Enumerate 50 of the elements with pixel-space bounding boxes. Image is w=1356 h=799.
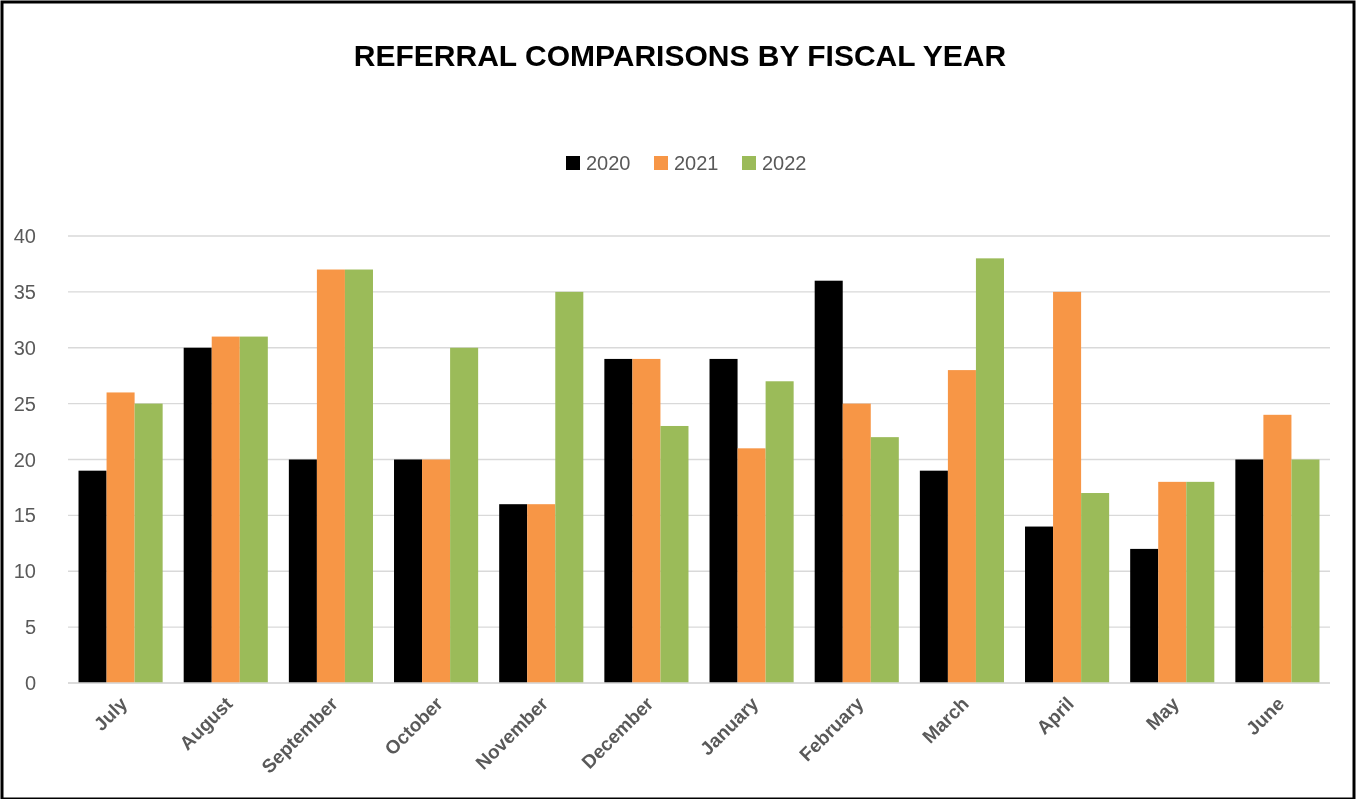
bar (527, 504, 556, 683)
bar (106, 392, 135, 683)
bar (1186, 481, 1215, 683)
bar (870, 437, 899, 683)
bar (814, 280, 843, 683)
bar (737, 448, 766, 683)
bar (1158, 481, 1187, 683)
bar (1235, 459, 1264, 683)
bar (211, 336, 240, 683)
y-tick-label: 5 (24, 616, 36, 639)
y-tick-label: 25 (13, 392, 36, 415)
bar (555, 291, 584, 683)
bar (632, 358, 661, 683)
bar (450, 347, 479, 683)
bar (394, 459, 423, 683)
bar (422, 459, 451, 683)
legend-label: 2020 (586, 152, 631, 174)
bar (183, 347, 212, 683)
bar (709, 358, 738, 683)
x-tick-label: May (1142, 692, 1184, 734)
bar (975, 258, 1004, 683)
bar (660, 425, 689, 683)
y-tick-label: 35 (13, 280, 36, 303)
legend-label: 2022 (762, 152, 807, 174)
bar (765, 381, 794, 683)
bar (604, 358, 633, 683)
bar (1081, 493, 1110, 683)
y-tick-label: 10 (13, 560, 36, 583)
bar (78, 470, 107, 683)
bar (499, 504, 528, 683)
bar (1130, 548, 1159, 683)
bar (919, 470, 948, 683)
bar (842, 403, 871, 683)
bar (1025, 526, 1054, 683)
bar (947, 370, 976, 683)
y-tick-label: 15 (13, 504, 36, 527)
bar (134, 403, 163, 683)
bar (344, 269, 373, 683)
y-tick-label: 20 (13, 448, 36, 471)
bar (288, 459, 317, 683)
bar (1291, 459, 1320, 683)
bar (316, 269, 345, 683)
bar (239, 336, 268, 683)
legend-label: 2021 (674, 152, 719, 174)
y-tick-label: 30 (13, 336, 36, 359)
y-tick-label: 40 (13, 225, 36, 247)
bar (1263, 414, 1292, 683)
y-tick-label: 0 (24, 672, 36, 694)
bar (1053, 291, 1082, 683)
chart-title: REFERRAL COMPARISONS BY FISCAL YEAR (353, 39, 1007, 72)
